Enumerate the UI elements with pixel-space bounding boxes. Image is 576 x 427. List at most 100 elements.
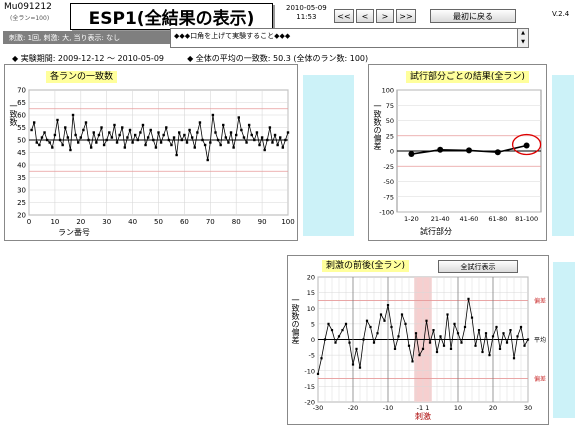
runs-chart-ylabel: 一致数	[9, 102, 18, 126]
x-tick-label: 100	[281, 218, 294, 226]
session-id-sub: (全ラン=100)	[10, 15, 50, 22]
scroll-up-icon[interactable]: ▲	[521, 30, 525, 36]
data-point	[232, 146, 235, 149]
side-panel	[552, 75, 574, 236]
mean-label: 平均	[534, 336, 546, 344]
version-label: V.2.4	[552, 10, 570, 18]
data-point	[198, 121, 202, 124]
data-point	[284, 138, 287, 142]
data-point	[190, 136, 194, 139]
data-point	[136, 138, 139, 142]
data-point	[74, 133, 77, 137]
data-point	[400, 313, 404, 316]
data-point	[442, 344, 446, 347]
data-point	[216, 138, 220, 142]
y-tick-label: 45	[17, 149, 26, 157]
data-point	[71, 113, 75, 117]
data-point	[253, 138, 256, 142]
note-field[interactable]: ◆◆◆口角を上げて実験すること◆◆◆	[170, 28, 518, 48]
data-point	[159, 141, 163, 144]
data-point	[463, 325, 467, 329]
data-point	[185, 141, 189, 144]
data-point	[170, 143, 173, 147]
data-point	[323, 338, 327, 341]
data-point	[509, 329, 512, 332]
data-point	[498, 347, 502, 350]
data-point	[141, 123, 145, 127]
data-point	[491, 335, 495, 338]
data-point	[95, 141, 98, 144]
x-tick-label: 21-40	[431, 215, 450, 223]
segments-chart-xlabel: 試行部分	[420, 227, 452, 236]
data-point	[45, 138, 49, 142]
data-point	[206, 158, 209, 162]
data-point	[453, 322, 456, 325]
data-point	[523, 344, 526, 347]
data-point	[121, 126, 124, 129]
back-to-start-button[interactable]: 最初に戻る	[430, 9, 516, 23]
data-point	[386, 304, 390, 307]
data-point	[344, 322, 348, 325]
data-point	[495, 325, 498, 329]
data-point	[414, 332, 418, 335]
data-point	[201, 138, 204, 142]
data-point	[411, 360, 414, 363]
data-point	[64, 126, 67, 129]
data-point	[38, 143, 41, 147]
x-tick-label: 40	[128, 218, 137, 226]
data-point	[365, 319, 369, 322]
data-point	[446, 313, 449, 316]
data-point	[467, 297, 470, 300]
data-point	[437, 146, 444, 153]
next-page-button[interactable]: >	[376, 9, 394, 23]
y-tick-label: -10	[304, 367, 315, 375]
data-point	[154, 146, 158, 149]
prev-page-button[interactable]: <	[356, 9, 374, 23]
data-point	[196, 131, 199, 134]
y-tick-label: 25	[17, 199, 26, 207]
data-point	[316, 372, 320, 375]
y-tick-label: -5	[309, 352, 315, 360]
y-tick-label: -50	[383, 178, 394, 186]
time-text: 11:53	[296, 13, 317, 21]
data-point	[376, 332, 379, 335]
data-point	[407, 344, 411, 347]
y-tick-label: 15	[307, 289, 315, 297]
note-scrollbar[interactable]: ▲ ▼	[517, 28, 529, 48]
data-point	[271, 141, 274, 144]
data-point	[66, 136, 70, 139]
highlight-circle	[511, 133, 542, 156]
data-point	[460, 341, 463, 344]
scroll-down-icon[interactable]: ▼	[521, 39, 525, 45]
show-all-trials-button[interactable]: 全試行表示	[438, 260, 518, 273]
data-point	[390, 325, 393, 329]
data-point	[175, 153, 178, 157]
first-page-button[interactable]: <<	[334, 9, 354, 23]
y-tick-label: 0	[311, 336, 315, 344]
data-point	[108, 131, 111, 134]
y-tick-label: 55	[17, 124, 26, 132]
y-tick-label: 35	[17, 174, 26, 182]
data-point	[211, 113, 215, 117]
data-point	[229, 131, 233, 134]
data-point	[432, 329, 435, 332]
data-point	[237, 116, 240, 119]
x-tick-label: -10	[383, 404, 394, 412]
y-tick-label: 50	[17, 137, 26, 145]
data-point	[222, 123, 225, 127]
session-id: Mu091212 (全ラン=100)	[4, 2, 52, 22]
data-point	[372, 341, 376, 344]
data-point	[519, 325, 523, 329]
data-point	[428, 341, 432, 344]
runs-chart-xlabel: ラン番号	[58, 228, 90, 237]
last-page-button[interactable]: >>	[396, 9, 416, 23]
data-point	[227, 141, 230, 144]
series-line	[31, 114, 289, 161]
x-tick-label: 20	[76, 218, 85, 226]
data-point	[477, 329, 481, 332]
y-tick-label: -25	[383, 163, 394, 171]
session-id-code: Mu091212	[4, 2, 52, 12]
data-point	[110, 136, 114, 139]
data-point	[449, 347, 453, 350]
data-point	[334, 341, 337, 344]
